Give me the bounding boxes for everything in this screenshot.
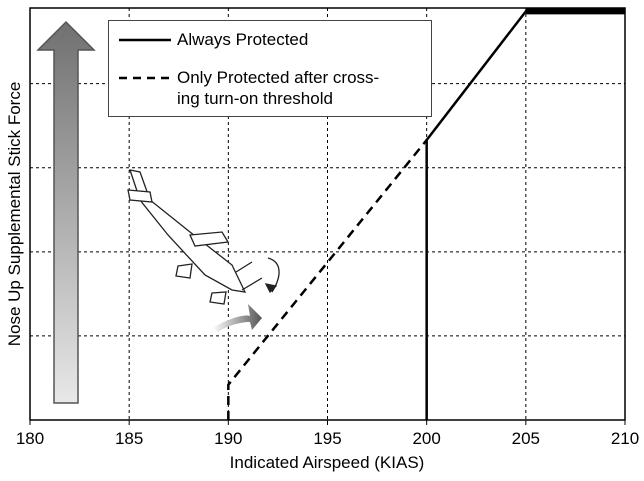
- legend-item: Always Protected: [119, 29, 308, 50]
- legend-label: Only Protected after cross- ing turn-on …: [177, 68, 380, 108]
- legend: Always Protected Only Protected after cro…: [108, 20, 432, 117]
- x-tick-label: 180: [16, 429, 44, 448]
- aircraft-illustration: [127, 169, 280, 332]
- x-tick-label: 190: [214, 429, 242, 448]
- legend-swatch: [119, 76, 171, 80]
- legend-swatch: [119, 38, 171, 42]
- force-arrow: [36, 20, 96, 404]
- legend-label: Always Protected: [177, 30, 309, 49]
- x-axis-title: Indicated Airspeed (KIAS): [230, 453, 425, 472]
- x-tick-label: 210: [611, 429, 639, 448]
- series-layer: [227, 8, 625, 420]
- x-tick-label: 195: [313, 429, 341, 448]
- y-axis-title: Nose Up Supplemental Stick Force: [5, 82, 24, 347]
- series-line: [227, 139, 428, 420]
- x-tick-label: 185: [115, 429, 143, 448]
- x-tick-label: 200: [412, 429, 440, 448]
- legend-item: Only Protected after cross- ing turn-on …: [119, 67, 379, 109]
- x-tick-label: 205: [512, 429, 540, 448]
